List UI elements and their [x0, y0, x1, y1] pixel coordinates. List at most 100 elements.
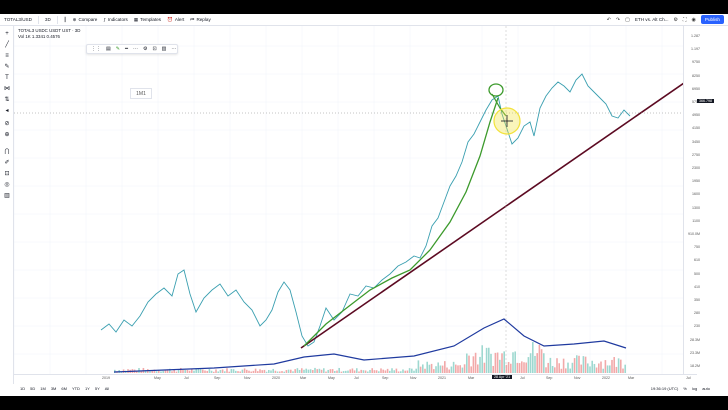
layout-icon[interactable]: ▢ [625, 16, 630, 23]
arrow-icon[interactable]: ◂ [5, 108, 9, 114]
lock-draw-icon[interactable]: ✐ [4, 160, 10, 166]
lock-icon[interactable]: ⊡ [4, 171, 10, 177]
interval-button[interactable]: 3D [45, 17, 51, 22]
range-button-ytd[interactable]: YTD [71, 385, 80, 391]
range-button-all[interactable]: All [104, 385, 110, 391]
templates-label: Templates [140, 17, 162, 22]
price-axis[interactable]: 1.287 1.197 9750 8250 6950 5750 4950 4150 3450 27… [683, 26, 702, 374]
volume-bar [241, 369, 244, 373]
pattern-icon[interactable]: ⋈ [4, 86, 10, 92]
pen-color-icon[interactable]: ✎ [115, 46, 120, 52]
time-tick-label: 2020 [272, 376, 280, 380]
price-tick-label: 230 [694, 324, 700, 329]
price-chart[interactable] [14, 26, 697, 374]
line-width-icon[interactable]: ━ [124, 46, 128, 52]
volume-bar [294, 369, 296, 373]
drawing-preview-label: 1M1 [136, 91, 146, 97]
layout-selector[interactable]: ETH vs. Alt Ch... [635, 17, 669, 22]
price-series-line [100, 73, 631, 347]
range-button-5d[interactable]: 5D [30, 385, 36, 391]
plus-circle-icon: ⊕ [72, 16, 77, 22]
ruler-icon[interactable]: ⊘ [4, 121, 10, 127]
time-tick-label: Mar [300, 376, 307, 380]
range-button-1y[interactable]: 1Y [84, 385, 90, 391]
time-axis[interactable]: 2019 May Jul Sep Nov 2020 Mar May Jul Sep Nov 2021 M… [14, 374, 697, 383]
volume-bar [188, 370, 191, 373]
volume-bar [510, 363, 512, 373]
chart-type-button[interactable]: ┃ [64, 17, 67, 23]
volume-bar [523, 362, 525, 373]
volume-bar [488, 347, 490, 373]
publish-button[interactable]: Publish [700, 15, 724, 24]
volume-bar [591, 360, 593, 373]
magnet-icon[interactable]: ⋂ [4, 149, 10, 155]
volume-bar [402, 369, 404, 373]
text-icon[interactable]: T [5, 75, 9, 81]
volume-bar [360, 369, 362, 373]
templates-button[interactable]: ▦ Templates [134, 17, 161, 23]
volume-bar [424, 368, 426, 373]
volume-bar [347, 370, 349, 373]
range-button-3m[interactable]: 3M [50, 385, 57, 391]
time-tick-label: Jul [354, 376, 359, 380]
fib-icon[interactable]: ≡ [5, 53, 9, 59]
symbol-search[interactable]: TOTAL3/USD [4, 17, 32, 22]
drawing-preview-box[interactable]: 1M1 [130, 88, 152, 99]
alert-button[interactable]: ⏰ Alert [167, 17, 184, 23]
more-icon[interactable]: ⋯ [171, 46, 177, 52]
brush-icon[interactable]: ✎ [4, 64, 10, 70]
volume-bar [197, 368, 200, 373]
compare-button[interactable]: ⊕ Compare [73, 17, 98, 23]
eye-icon[interactable]: ◎ [4, 182, 10, 188]
volume-bar [367, 371, 369, 373]
volume-bar [611, 359, 613, 373]
volume-bar [191, 368, 193, 373]
volume-bar [206, 370, 208, 373]
range-button-5y[interactable]: 5Y [94, 385, 100, 391]
range-button-6m[interactable]: 6M [61, 385, 67, 391]
drag-handle-icon[interactable]: ⋮⋮ [91, 46, 101, 52]
template-icon[interactable]: ▤ [106, 46, 111, 52]
settings-icon[interactable]: ⚙ [142, 46, 148, 52]
volume-bar [358, 371, 360, 373]
trash-icon[interactable]: ▥ [4, 193, 10, 199]
undo-icon[interactable]: ↶ [606, 16, 611, 23]
crosshair-icon[interactable]: + [5, 31, 9, 37]
auto-toggle[interactable]: auto [702, 385, 710, 391]
grid-icon: ▦ [133, 16, 139, 22]
volume-bar [518, 363, 521, 373]
forecast-icon[interactable]: ⇅ [4, 97, 10, 103]
volume-bar [243, 368, 246, 373]
camera-icon[interactable]: ◉ [691, 16, 696, 23]
range-right-controls: 19:36:19 (UTC)% log auto [646, 386, 710, 391]
volume-bar [534, 355, 536, 373]
volume-bar [250, 371, 252, 373]
line-style-icon[interactable]: ⋯ [132, 46, 138, 52]
volume-bar [158, 370, 160, 373]
indicators-button[interactable]: ƒ Indicators [103, 17, 127, 22]
range-button-1d[interactable]: 1D [20, 385, 26, 391]
tradingview-window: TOTAL3/USD 3D ┃ ⊕ Compare ƒ Indicators ▦ Te… [0, 14, 728, 396]
fullscreen-icon[interactable]: ⛶ [683, 16, 687, 23]
volume-bar [213, 371, 215, 373]
volume-bar [426, 361, 428, 373]
volume-bar [283, 371, 285, 373]
rewind-icon: ⏮ [190, 17, 195, 22]
percent-toggle[interactable]: % [683, 385, 687, 391]
replay-button[interactable]: ⏮ Replay [190, 17, 210, 22]
zoom-icon[interactable]: ⊕ [4, 132, 10, 138]
volume-bar [505, 364, 508, 373]
volume-bar [466, 353, 468, 373]
trash-icon[interactable]: ▥ [161, 46, 167, 52]
trendline-icon[interactable]: ╱ [5, 42, 9, 48]
log-toggle[interactable]: log [691, 385, 698, 391]
volume-bar [496, 352, 499, 373]
volume-bar [384, 370, 387, 373]
lock-icon[interactable]: ⊡ [152, 46, 157, 52]
price-tick-label: 8250 [692, 73, 700, 78]
range-button-1m[interactable]: 1M [40, 385, 46, 391]
clock-toggle[interactable]: 19:36:19 (UTC) [650, 385, 679, 391]
settings-icon[interactable]: ⚙ [673, 16, 679, 23]
volume-bar [323, 368, 325, 373]
redo-icon[interactable]: ↷ [615, 16, 621, 23]
